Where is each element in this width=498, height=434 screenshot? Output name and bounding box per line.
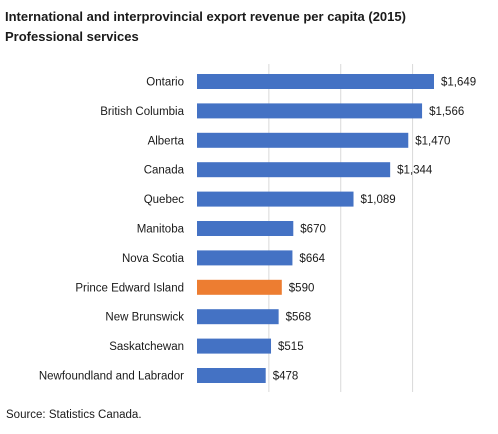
chart-title-text: International and interprovincial export…	[5, 9, 406, 24]
bar-saskatchewan	[197, 338, 272, 354]
data-label-manitoba: $670	[300, 224, 326, 236]
category-label-newfoundland-and-labrador: Newfoundland and Labrador	[39, 371, 184, 383]
category-label-alberta: Alberta	[148, 135, 185, 147]
bar-newfoundland-and-labrador	[197, 368, 266, 383]
data-labels: $1,649 $1,566 $1,470 $1,344 $1,089 $670 $664 $5…	[273, 77, 476, 383]
data-label-british-columbia: $1,566	[429, 106, 464, 118]
category-label-nova-scotia: Nova Scotia	[122, 253, 185, 265]
bar-manitoba	[197, 221, 294, 236]
bar-quebec	[197, 191, 354, 207]
data-label-prince-edward-island: $590	[289, 282, 315, 294]
data-label-nova-scotia: $664	[299, 253, 325, 265]
category-label-new-brunswick: New Brunswick	[105, 312, 184, 324]
bar-alberta	[197, 132, 409, 148]
data-label-newfoundland-and-labrador: $478	[273, 371, 299, 383]
source-note: Source: Statistics Canada.	[6, 409, 142, 421]
data-label-alberta: $1,470	[415, 135, 450, 147]
category-label-canada: Canada	[144, 165, 185, 177]
data-label-new-brunswick: $568	[286, 312, 312, 324]
bars	[197, 74, 434, 383]
data-label-saskatchewan: $515	[278, 341, 304, 353]
data-label-canada: $1,344	[397, 165, 433, 177]
data-label-quebec: $1,089	[361, 194, 396, 206]
chart-title: International and interprovincial export…	[5, 7, 406, 47]
bar-british-columbia	[197, 103, 423, 119]
bar-canada	[197, 162, 391, 178]
category-label-british-columbia: British Columbia	[100, 106, 184, 118]
category-label-prince-edward-island: Prince Edward Island	[75, 282, 184, 294]
bar-new-brunswick	[197, 309, 279, 325]
bar-prince-edward-island	[197, 279, 282, 295]
category-label-ontario: Ontario	[146, 77, 184, 89]
category-label-manitoba: Manitoba	[137, 224, 185, 236]
chart-subtitle: Professional services	[5, 29, 139, 44]
category-label-quebec: Quebec	[144, 194, 185, 206]
category-labels: Ontario British Columbia Alberta Canada Queb…	[39, 77, 185, 383]
category-label-saskatchewan: Saskatchewan	[109, 341, 184, 353]
data-label-ontario: $1,649	[441, 77, 476, 89]
bar-nova-scotia	[197, 250, 293, 266]
bar-ontario	[197, 74, 434, 89]
